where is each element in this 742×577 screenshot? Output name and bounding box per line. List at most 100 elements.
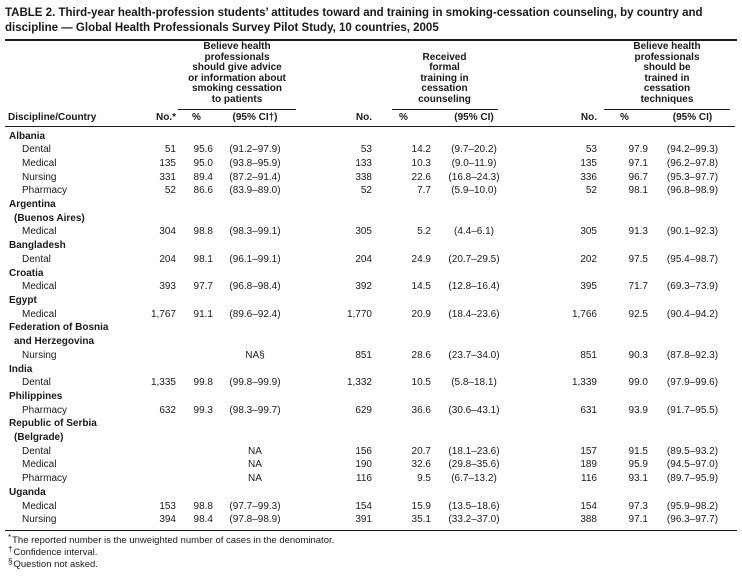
data-cell: 95.0 [193, 157, 213, 169]
discipline-label: Pharmacy [22, 473, 68, 485]
data-cell: (12.8–16.4) [448, 281, 500, 293]
data-cell: 304 [159, 226, 176, 238]
data-cell: 1,767 [150, 308, 176, 320]
data-cell: 86.6 [193, 185, 213, 197]
data-cell: 7.7 [417, 185, 431, 197]
data-cell: (96.2–97.8) [666, 157, 719, 169]
table-row: Medical 135 95.0 (93.8–95.9) 133 10.3 (9.0–11.… [5, 157, 735, 171]
data-cell: (33.2–37.0) [448, 514, 500, 526]
data-cell: (98.3–99.1) [229, 226, 281, 238]
data-cell: (94.5–97.0) [666, 459, 719, 471]
data-cell: 631 [580, 404, 597, 416]
column-group-cell: Believe health professionals should be t… [599, 41, 735, 110]
country-row: (Belgrade) [5, 431, 735, 445]
column-header-pct-1: % [178, 109, 215, 127]
table-row: Medical NA 190 32.6 (29.8–35.6) 189 95.9 (94.5–… [5, 458, 735, 472]
data-cell: (29.8–35.6) [448, 459, 500, 471]
footnote-confidence-interval: †Confidence interval. [8, 546, 739, 559]
data-cell: 1,339 [571, 377, 597, 389]
column-header-pct-2: % [374, 109, 433, 127]
data-cell: (97.8–98.9) [229, 514, 281, 526]
data-cell: 135 [159, 157, 176, 169]
footnote-marker: * [8, 533, 12, 543]
country-row: Federation of Bosnia [5, 321, 735, 335]
data-cell: 28.6 [411, 349, 431, 361]
data-cell: (89.6–92.4) [229, 308, 281, 320]
data-cell: (98.3–99.7) [229, 404, 281, 416]
table-row: Dental 204 98.1 (96.1–99.1) 204 24.9 (20.7–29.… [5, 253, 735, 267]
footnote-text: Confidence interval. [13, 547, 98, 559]
discipline-label: Medical [22, 308, 57, 320]
discipline-label: Dental [22, 445, 51, 457]
data-cell: (99.8–99.9) [229, 377, 281, 389]
data-cell: 190 [355, 459, 372, 471]
data-cell: 1,335 [150, 377, 176, 389]
data-cell: NA [248, 445, 262, 457]
country-label: Federation of Bosnia [9, 322, 109, 334]
data-cell: (87.2–91.4) [229, 171, 281, 183]
data-cell [178, 472, 215, 486]
data-cell: 91.5 [628, 445, 648, 457]
discipline-label: Medical [22, 281, 57, 293]
data-cell: 851 [580, 349, 597, 361]
table-row: Dental 51 95.6 (91.2–97.9) 53 14.2 (9.7–20.2) 5… [5, 143, 735, 157]
data-cell: 156 [355, 445, 372, 457]
country-label: Egypt [9, 295, 37, 306]
country-row: Croatia [5, 267, 735, 281]
data-cell: 154 [580, 500, 597, 512]
country-row: Albania [5, 126, 735, 143]
data-cell: (94.2–99.3) [666, 144, 719, 156]
data-cell: 53 [585, 144, 597, 156]
spacer-cell [131, 42, 178, 110]
table-row: Pharmacy 52 86.6 (83.9–89.0) 52 7.7 (5.9–10.0)… [5, 184, 735, 198]
column-group-cell: Received formal training in cessation co… [374, 42, 515, 110]
data-cell: (90.1–92.3) [666, 226, 719, 238]
column-header-ci-1: (95% CI†) [215, 109, 295, 127]
table-bottom-rule [5, 529, 737, 532]
data-cell: 189 [580, 459, 597, 471]
discipline-label: Medical [22, 500, 57, 512]
data-cell: 14.5 [411, 281, 431, 293]
table-row: Medical 1,767 91.1 (89.6–92.4) 1,770 20.9 (18.… [5, 308, 735, 322]
data-cell: (9.0–11.9) [451, 157, 497, 169]
footnotes: *The reported number is the unweighted n… [5, 533, 739, 571]
discipline-label: Medical [22, 459, 57, 471]
data-cell: (97.7–99.3) [229, 500, 281, 512]
data-cell: 98.1 [628, 185, 648, 197]
column-group-believe-trained: Believe health professionals should be t… [604, 41, 730, 110]
table-row: Nursing 331 89.4 (87.2–91.4) 338 22.6 (16.8–24… [5, 171, 735, 185]
data-cell: 51 [164, 144, 176, 156]
country-row: Bangladesh [5, 239, 735, 253]
data-cell [131, 472, 178, 486]
data-cell: 395 [580, 281, 597, 293]
data-cell: (18.4–23.6) [448, 308, 500, 320]
data-cell: 1,766 [571, 308, 597, 320]
column-header-no-3: No. [515, 109, 599, 127]
column-header-row: Discipline/Country No.* % (95% CI†) No. … [5, 109, 735, 127]
table-row: Nursing NA§ 851 28.6 (23.7–34.0) 851 90.3 (87.8… [5, 349, 735, 363]
data-cell: 388 [580, 514, 597, 526]
data-cell: 98.4 [193, 514, 213, 526]
data-cell: (95.3–97.7) [666, 171, 719, 183]
country-label: Croatia [9, 267, 44, 279]
title-rule [5, 39, 737, 41]
table-header: Believe health professionals should give… [5, 41, 735, 127]
data-cell: 1,332 [346, 377, 372, 389]
data-cell: (69.3–73.9) [666, 281, 719, 293]
spacer-cell [5, 42, 131, 110]
data-cell: 135 [580, 157, 597, 169]
footnote-question-not-asked: §Question not asked. [8, 557, 739, 571]
data-cell: 97.3 [628, 500, 648, 512]
country-label: and Herzegovina [14, 336, 95, 348]
data-cell: 202 [580, 253, 597, 265]
column-header-pct-3: % [599, 109, 650, 127]
data-cell: 98.1 [193, 253, 213, 265]
data-cell: 10.3 [411, 157, 431, 169]
data-cell: 93.1 [628, 473, 648, 485]
data-cell: (5.9–10.0) [451, 185, 497, 197]
data-cell: 36.6 [411, 404, 431, 416]
data-cell: 629 [355, 404, 372, 416]
data-cell: 394 [159, 514, 176, 526]
data-cell [131, 445, 178, 459]
